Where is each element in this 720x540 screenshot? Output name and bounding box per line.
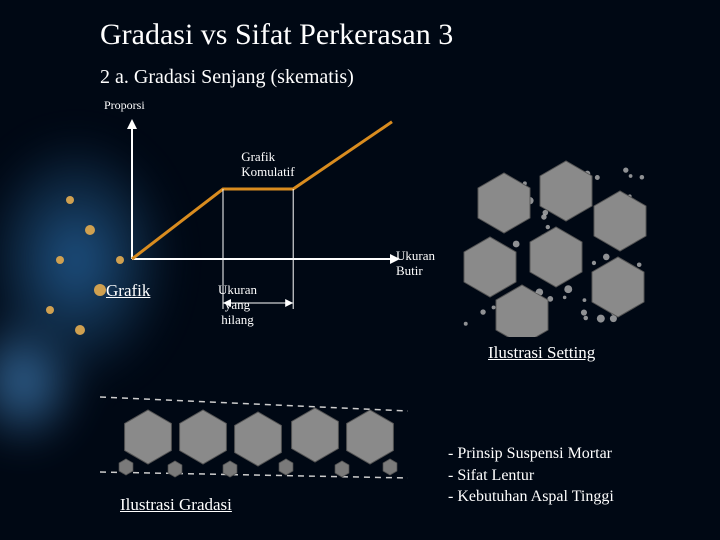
bullet-1: - Prinsip Suspensi Mortar bbox=[448, 443, 614, 465]
page-subtitle: 2 a. Gradasi Senjang (skematis) bbox=[100, 66, 680, 89]
label-ilustrasi-gradasi: Ilustrasi Gradasi bbox=[120, 495, 232, 515]
page-title: Gradasi vs Sifat Perkerasan 3 bbox=[100, 18, 680, 52]
bullet-2: - Sifat Lentur bbox=[448, 465, 614, 487]
label-ukuran-hilang: Ukuranyanghilang bbox=[218, 283, 257, 328]
content-area: Proporsi GrafikKomulatif UkuranButir Gra… bbox=[100, 97, 680, 537]
label-grafik-komulatif: GrafikKomulatif bbox=[241, 150, 294, 180]
label-ilustrasi-setting: Ilustrasi Setting bbox=[488, 343, 595, 363]
ilustrasi-setting-diagram bbox=[450, 157, 660, 337]
bullet-3: - Kebutuhan Aspal Tinggi bbox=[448, 486, 614, 508]
label-proporsi: Proporsi bbox=[104, 99, 145, 113]
bullet-list: - Prinsip Suspensi Mortar - Sifat Lentur… bbox=[448, 443, 614, 508]
label-ukuran-butir: UkuranButir bbox=[396, 249, 435, 279]
ilustrasi-gradasi-diagram bbox=[100, 377, 410, 487]
label-grafik: Grafik bbox=[106, 281, 150, 301]
